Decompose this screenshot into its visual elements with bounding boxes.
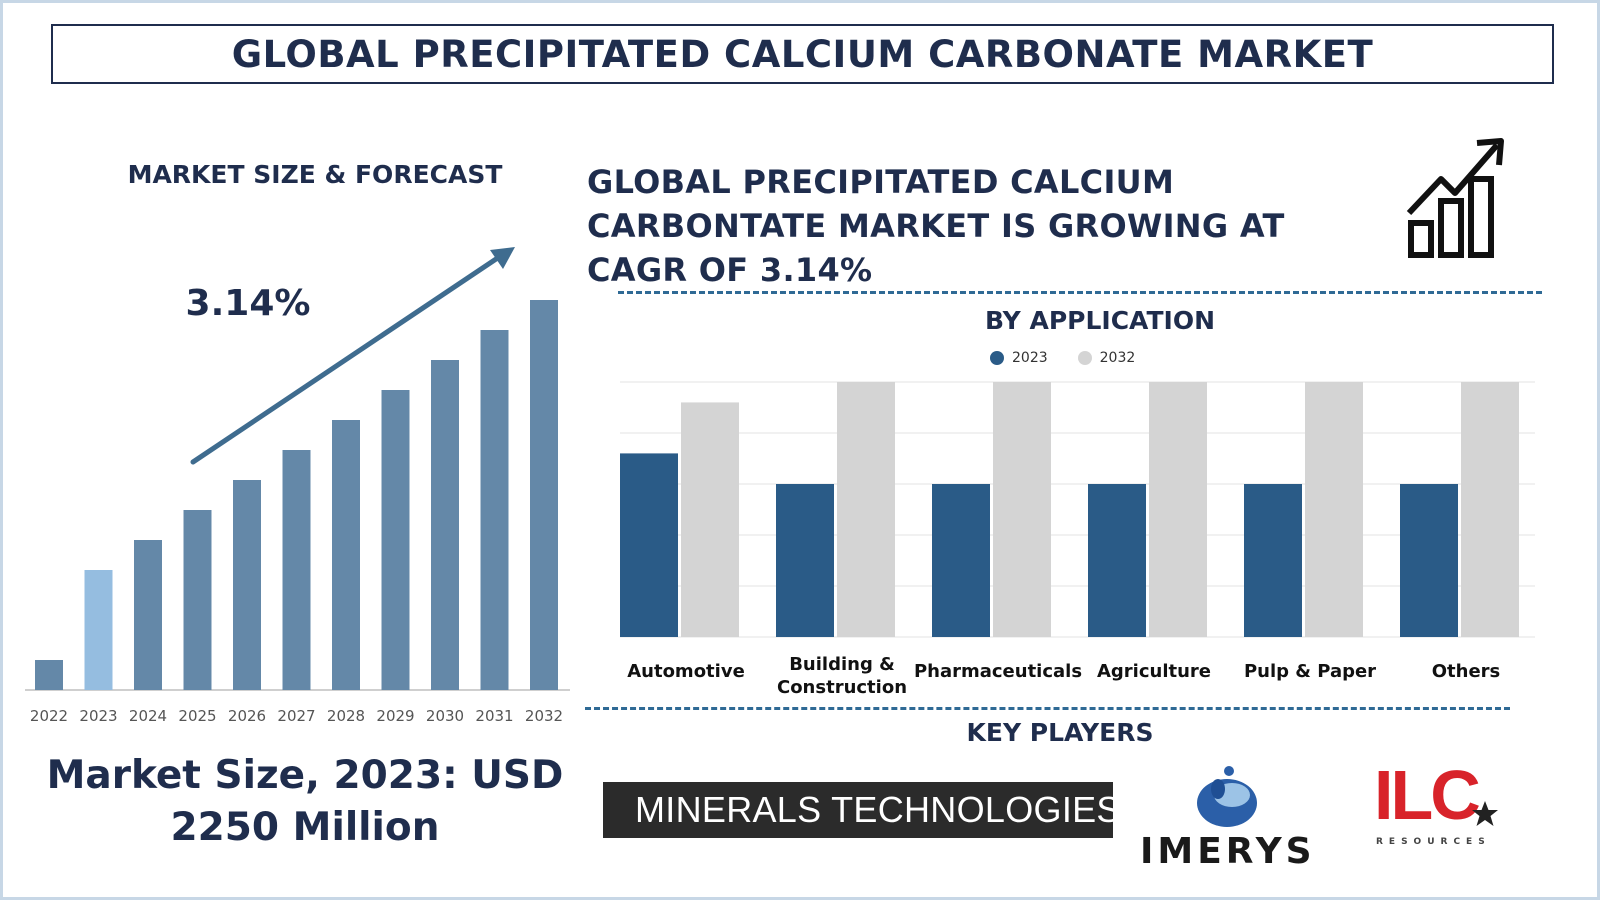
ilc-subtitle: RESOURCES [1376, 837, 1491, 847]
key-players-title: KEY PLAYERS [966, 718, 1154, 747]
application-bar-2032-1 [837, 382, 895, 637]
forecast-bar-2032 [530, 300, 558, 690]
forecast-tick-label-2026: 2026 [228, 707, 266, 725]
forecast-tick-label-2027: 2027 [277, 707, 315, 725]
forecast-bar-2022 [35, 660, 63, 690]
application-bar-2032-3 [1149, 382, 1207, 637]
application-bar-2032-4 [1305, 382, 1363, 637]
legend-swatch-2023 [990, 351, 1004, 365]
ilc-star-icon [1472, 801, 1498, 826]
market-size-line-1: Market Size, 2023: USD [46, 753, 564, 798]
application-bar-2032-0 [681, 402, 739, 637]
forecast-tick-label-2025: 2025 [178, 707, 216, 725]
forecast-bar-2026 [233, 480, 261, 690]
ilc-wordmark: ILC [1374, 756, 1481, 834]
application-chart-title: BY APPLICATION [984, 306, 1215, 335]
application-category-label: Pulp & Paper [1244, 661, 1376, 682]
forecast-bar-2027 [282, 450, 311, 690]
forecast-bar-2023 [84, 570, 113, 690]
application-bar-2032-2 [993, 382, 1051, 637]
cagr-headline-line-2: CARBONTATE MARKET IS GROWING AT [587, 207, 1285, 245]
market-forecast-chart: 2022 2023 2024 2025 2026 2027 2028 2029 2030 2031… [25, 247, 570, 725]
growth-arrow [190, 252, 505, 465]
cagr-headline-line-3: CAGR OF 3.14% [587, 251, 873, 289]
legend-label-2032: 2032 [1099, 350, 1136, 366]
market-size-line-2: 2250 Million [170, 805, 440, 850]
application-category-label: Pharmaceuticals [914, 661, 1082, 682]
application-bar-2023-5 [1400, 484, 1458, 637]
legend-label-2023: 2023 [1012, 350, 1048, 366]
page-title: GLOBAL PRECIPITATED CALCIUM CARBONATE MA… [51, 24, 1554, 84]
growth-arrow-head [490, 247, 515, 269]
cagr-headline-line-1: GLOBAL PRECIPITATED CALCIUM [587, 163, 1175, 201]
forecast-tick-label-2028: 2028 [327, 707, 365, 725]
minerals-technologies-logo: MINERALS TECHNOLOGIES [603, 782, 1120, 838]
forecast-tick-label-2031: 2031 [475, 707, 513, 725]
forecast-tick-label-2032: 2032 [525, 707, 563, 725]
forecast-tick-label-2030: 2030 [426, 707, 464, 725]
growth-chart-icon [1406, 138, 1504, 258]
application-bar-2023-1 [776, 484, 834, 637]
application-category-label: Agriculture [1097, 661, 1211, 682]
ilc-resources-logo: ILC RESOURCES [1370, 755, 1510, 855]
forecast-bar-2024 [134, 540, 162, 690]
forecast-tick-label-2023: 2023 [79, 707, 117, 725]
forecast-tick-label-2022: 2022 [30, 707, 68, 725]
application-category-label: Building & [789, 654, 895, 675]
application-bar-2023-2 [932, 484, 990, 637]
forecast-tick-label-2024: 2024 [129, 707, 167, 725]
forecast-bar-2031 [480, 330, 509, 690]
imerys-logo: IMERYS [1140, 765, 1316, 875]
imerys-mark-icon [1197, 766, 1257, 827]
forecast-bar-2030 [431, 360, 459, 690]
legend-item-2032: 2032 [1077, 350, 1136, 366]
application-bar-2023-3 [1088, 484, 1146, 637]
application-category-label: Automotive [627, 661, 745, 682]
legend-swatch-2032 [1077, 351, 1092, 365]
forecast-bar-2029 [381, 390, 410, 690]
forecast-bar-2028 [332, 420, 360, 690]
market-size-text: Market Size, 2023: USD 2250 Million [20, 750, 590, 854]
cagr-headline: GLOBAL PRECIPITATED CALCIUM CARBONTATE M… [587, 160, 1347, 292]
application-category-label: Others [1432, 661, 1501, 682]
minerals-technologies-wordmark: MINERALS TECHNOLOGIES [635, 789, 1121, 830]
application-bar-2023-0 [620, 453, 678, 637]
application-bar-chart: Automotive Building &Construction Pharmace… [620, 381, 1535, 698]
cagr-annotation: 3.14% [186, 283, 311, 324]
application-bar-2023-4 [1244, 484, 1302, 637]
divider-top [618, 291, 1542, 294]
market-size-heading: MARKET SIZE & FORECAST [127, 160, 503, 189]
imerys-wordmark: IMERYS [1140, 831, 1316, 872]
divider-bottom [585, 707, 1510, 710]
forecast-bar-2025 [183, 510, 212, 690]
application-legend: 2023 2032 [990, 350, 1135, 366]
legend-item-2023: 2023 [990, 350, 1048, 366]
application-bar-2032-5 [1461, 382, 1519, 637]
forecast-tick-label-2029: 2029 [376, 707, 414, 725]
application-category-label: Construction [777, 677, 907, 698]
